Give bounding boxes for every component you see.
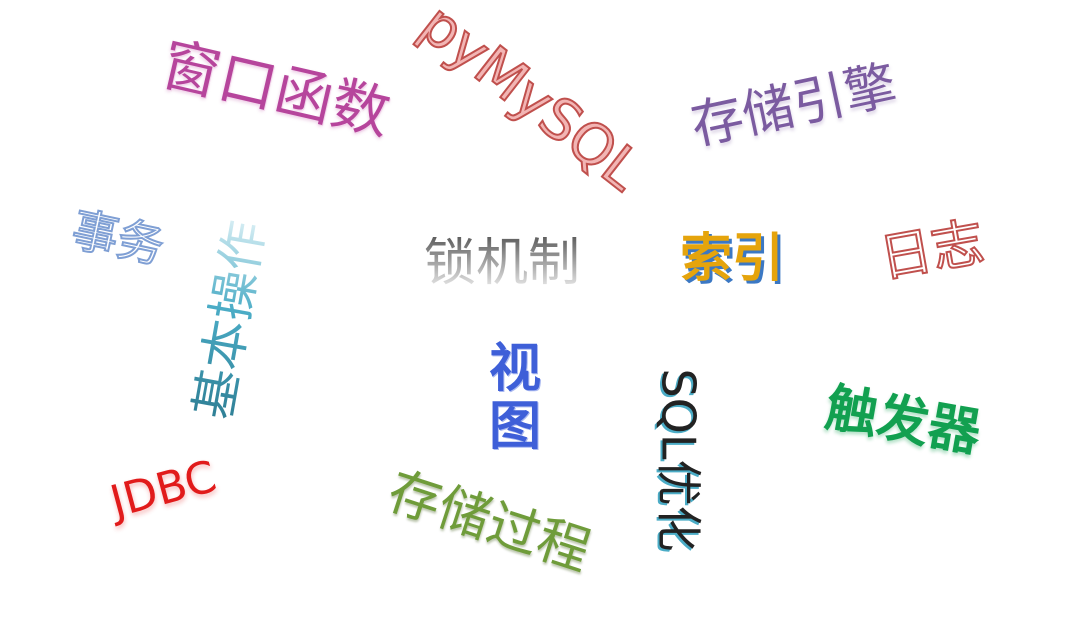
- word-basic-operations: 基本操作: [184, 216, 276, 424]
- word-pymysql: pyMySQL: [407, 0, 655, 205]
- word-index: 索引: [680, 229, 785, 289]
- word-storage-engine: 存储引擎: [686, 55, 902, 157]
- word-stored-procedure: 存储过程: [380, 461, 598, 583]
- word-trigger: 触发器: [820, 377, 986, 465]
- word-log: 日志: [875, 211, 990, 290]
- word-sql-optimization: SQL优化: [651, 368, 706, 552]
- word-jdbc: JDBC: [105, 451, 222, 528]
- word-view: 视图: [488, 339, 541, 458]
- word-transaction: 事务: [66, 201, 169, 275]
- word-window-functions: 窗口函数: [155, 29, 397, 149]
- word-lock-mechanism: 锁机制: [424, 233, 581, 293]
